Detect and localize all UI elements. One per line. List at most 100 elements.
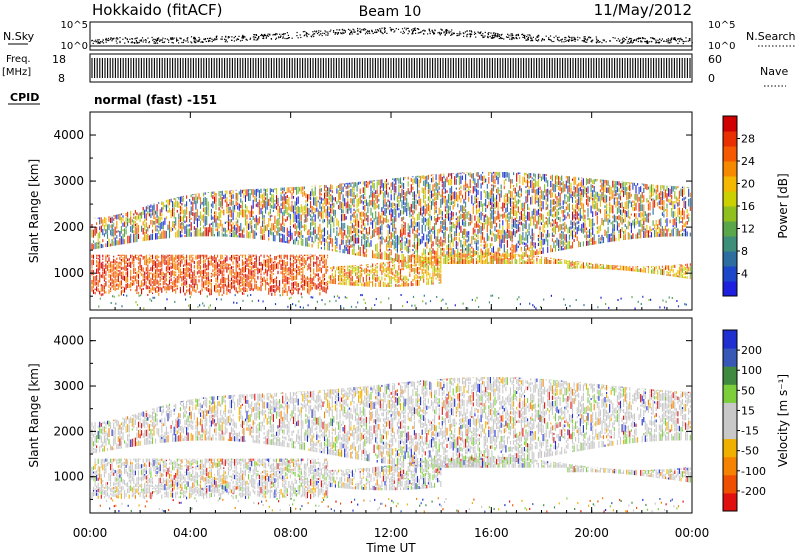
nsky-dot [474, 34, 475, 35]
power-heatmap [92, 172, 690, 310]
nsky-dot [423, 33, 424, 34]
nsky-dot [306, 34, 307, 35]
power-echo [216, 298, 217, 300]
power-echo [543, 299, 544, 301]
power-echo [489, 301, 490, 303]
nsky-dot [590, 37, 591, 38]
nsky-dot [283, 33, 284, 34]
nsky-dot [171, 39, 172, 40]
nsky-dot [271, 38, 272, 39]
nsky-dot [207, 38, 208, 39]
nsky-dot [681, 39, 682, 40]
nsky-dot [337, 34, 338, 35]
nsky-dot [162, 38, 163, 39]
beam-title: Beam 10 [359, 4, 422, 20]
nsky-dot [382, 32, 383, 33]
nsky-dot [446, 30, 447, 31]
nsky-dot [168, 42, 169, 43]
nsky-dot [512, 37, 513, 38]
nsky-dot [247, 40, 248, 41]
power-echo [250, 294, 251, 296]
nsky-dot [499, 34, 500, 35]
nsky-dot [258, 36, 259, 37]
nsky-dot [262, 35, 263, 36]
nsky-dot [424, 30, 425, 31]
power-echo [221, 299, 222, 301]
nsky-dot [628, 39, 629, 40]
nsky-dot [484, 35, 485, 36]
nsky-dot [406, 29, 407, 30]
nsky-dot [470, 35, 471, 36]
nsky-dot [213, 40, 214, 41]
nsky-dot [659, 39, 660, 40]
power-echo [210, 304, 211, 306]
nsky-dot [512, 35, 513, 36]
nsky-dot [137, 37, 138, 38]
nsky-dot [633, 42, 634, 43]
nsky-dot [222, 39, 223, 40]
nsky-dot [129, 39, 130, 40]
nsky-dot [237, 38, 238, 39]
nsky-dot [136, 40, 137, 41]
nsky-dot [630, 42, 631, 43]
power-echo [563, 298, 564, 300]
nsky-dot [99, 42, 100, 43]
nsky-dot [369, 30, 370, 31]
power-echo [534, 306, 535, 308]
power-echo [115, 303, 116, 305]
nsky-dot [365, 33, 366, 34]
nsky-dot [275, 34, 276, 35]
power-echo [137, 304, 138, 306]
nsky-dot [371, 30, 372, 31]
nsky-dot [318, 32, 319, 33]
nsky-dot [172, 42, 173, 43]
date-title: 11/May/2012 [594, 1, 692, 19]
nsky-dot [336, 32, 337, 33]
nsky-dot [92, 40, 93, 41]
nsky-dot [645, 38, 646, 39]
nsky-dot [131, 38, 132, 39]
nsky-dot [228, 36, 229, 37]
nsky-dot [518, 35, 519, 36]
nsky-dot [655, 40, 656, 41]
power-echo [252, 300, 253, 302]
nsky-dot [546, 36, 547, 37]
power-echo [233, 302, 234, 304]
nsky-dot [585, 38, 586, 39]
nsky-dot [145, 39, 146, 40]
nsky-dot [569, 37, 570, 38]
power-echo [529, 303, 530, 305]
power-echo [447, 307, 448, 309]
nsky-dot [586, 42, 587, 43]
power-echo [436, 296, 437, 298]
nsky-dot [200, 42, 201, 43]
nsky-dot [178, 42, 179, 43]
nsky-dot [119, 41, 120, 42]
nsky-dot [460, 33, 461, 34]
nsky-dot [333, 30, 334, 31]
nsky-dot [149, 41, 150, 42]
power-echo [334, 296, 335, 298]
nsky-dot [255, 37, 256, 38]
nsky-dot [666, 39, 667, 40]
nsky-dot [448, 31, 449, 32]
nsky-dot [668, 40, 669, 41]
nsky-dot [191, 36, 192, 37]
nsky-dot [548, 39, 549, 40]
nsky-dot [327, 32, 328, 33]
nsky-dot [645, 41, 646, 42]
power-echo [441, 300, 442, 302]
power-echo [351, 306, 352, 308]
nsky-dot [193, 38, 194, 39]
power-echo [300, 306, 301, 308]
nsky-dot [516, 38, 517, 39]
nsky-dot [339, 29, 340, 30]
nsky-dot [529, 35, 530, 36]
nsky-dot [568, 41, 569, 42]
power-echo [166, 298, 167, 300]
nsky-dot [662, 38, 663, 39]
nsky-dot [202, 41, 203, 42]
nsky-dot [565, 37, 566, 38]
nsky-dot [276, 38, 277, 39]
